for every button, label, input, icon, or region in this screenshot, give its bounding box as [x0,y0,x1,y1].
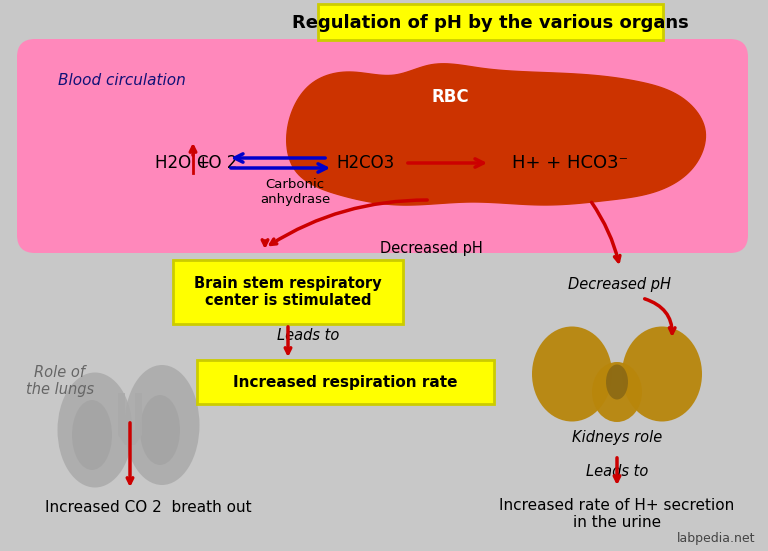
Text: Brain stem respiratory
center is stimulated: Brain stem respiratory center is stimula… [194,276,382,308]
Text: Decreased pH: Decreased pH [380,240,483,256]
Text: Decreased pH: Decreased pH [568,278,671,293]
Ellipse shape [140,395,180,465]
Ellipse shape [532,327,612,422]
Text: Leads to: Leads to [276,327,339,343]
Text: Increased CO 2  breath out: Increased CO 2 breath out [45,500,251,516]
Ellipse shape [606,365,628,399]
Ellipse shape [58,372,133,488]
Text: RBC: RBC [431,88,468,106]
Text: Blood circulation: Blood circulation [58,73,186,88]
Ellipse shape [592,362,642,422]
Ellipse shape [622,327,702,422]
Text: Carbonic
anhydrase: Carbonic anhydrase [260,178,330,206]
Text: Regulation of pH by the various organs: Regulation of pH by the various organs [292,14,688,32]
Text: labpedia.net: labpedia.net [677,532,755,545]
Text: Role of
the lungs: Role of the lungs [26,365,94,397]
Text: CO 2: CO 2 [197,154,237,172]
Ellipse shape [72,400,112,470]
Polygon shape [118,393,142,445]
Text: H2CO3: H2CO3 [336,154,394,172]
FancyBboxPatch shape [197,360,494,404]
Text: Increased rate of H+ secretion
in the urine: Increased rate of H+ secretion in the ur… [499,498,735,531]
Text: Leads to: Leads to [586,464,648,479]
FancyBboxPatch shape [17,39,748,253]
Text: Kidneys role: Kidneys role [572,430,662,445]
Text: H+ + HCO3⁻: H+ + HCO3⁻ [512,154,628,172]
Polygon shape [210,361,270,405]
Ellipse shape [124,365,200,485]
Text: Increased respiration rate: Increased respiration rate [233,375,457,390]
Polygon shape [286,64,706,205]
FancyBboxPatch shape [173,260,403,324]
FancyBboxPatch shape [317,4,663,40]
Text: H2O +: H2O + [155,154,210,172]
